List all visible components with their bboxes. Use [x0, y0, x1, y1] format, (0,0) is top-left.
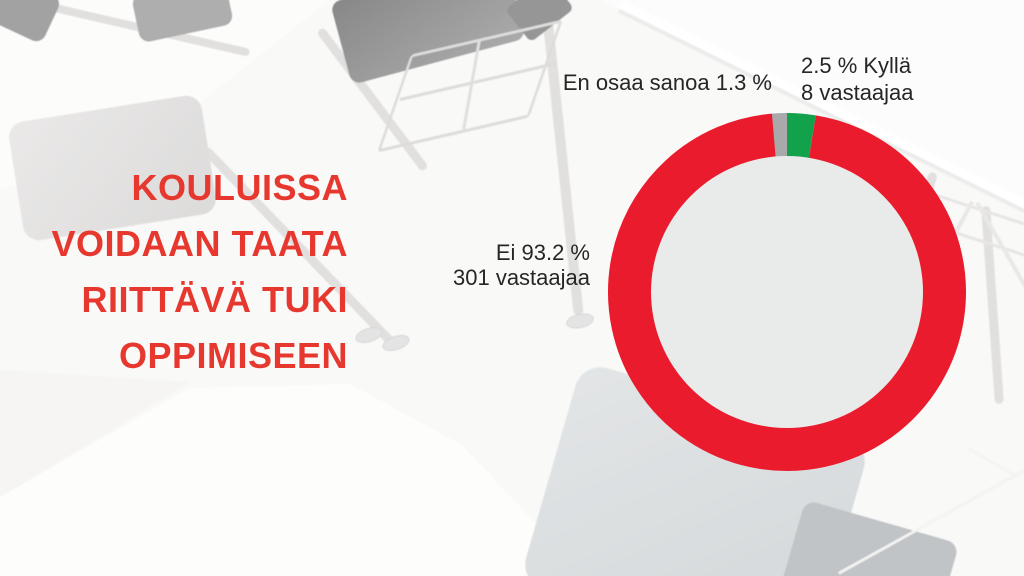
label-dontknow: En osaa sanoa 1.3 %: [562, 70, 772, 95]
label-no: Ei 93.2 % 301 vastaajaa: [390, 240, 590, 290]
label-yes: 2.5 % Kyllä 8 vastaajaa: [801, 52, 914, 106]
label-yes-line2: 8 vastaajaa: [801, 80, 914, 105]
donut-hole: [651, 156, 923, 428]
label-no-line1: Ei 93.2 %: [495, 240, 590, 265]
label-no-line2: 301 vastaajaa: [453, 265, 590, 290]
headline-line-2: VOIDAAN TAATA: [51, 223, 348, 264]
donut-segment-kyllä: [608, 113, 966, 471]
donut-segment-en-osaa-sanoa: [608, 112, 966, 471]
headline-line-1: KOULUISSA: [131, 167, 348, 208]
headline: KOULUISSA VOIDAAN TAATA RIITTÄVÄ TUKI OP…: [20, 160, 348, 384]
headline-line-3: RIITTÄVÄ TUKI: [81, 279, 348, 320]
label-yes-line1: 2.5 % Kyllä: [801, 53, 912, 78]
headline-line-4: OPPIMISEEN: [118, 335, 348, 376]
donut-chart: [608, 112, 966, 471]
